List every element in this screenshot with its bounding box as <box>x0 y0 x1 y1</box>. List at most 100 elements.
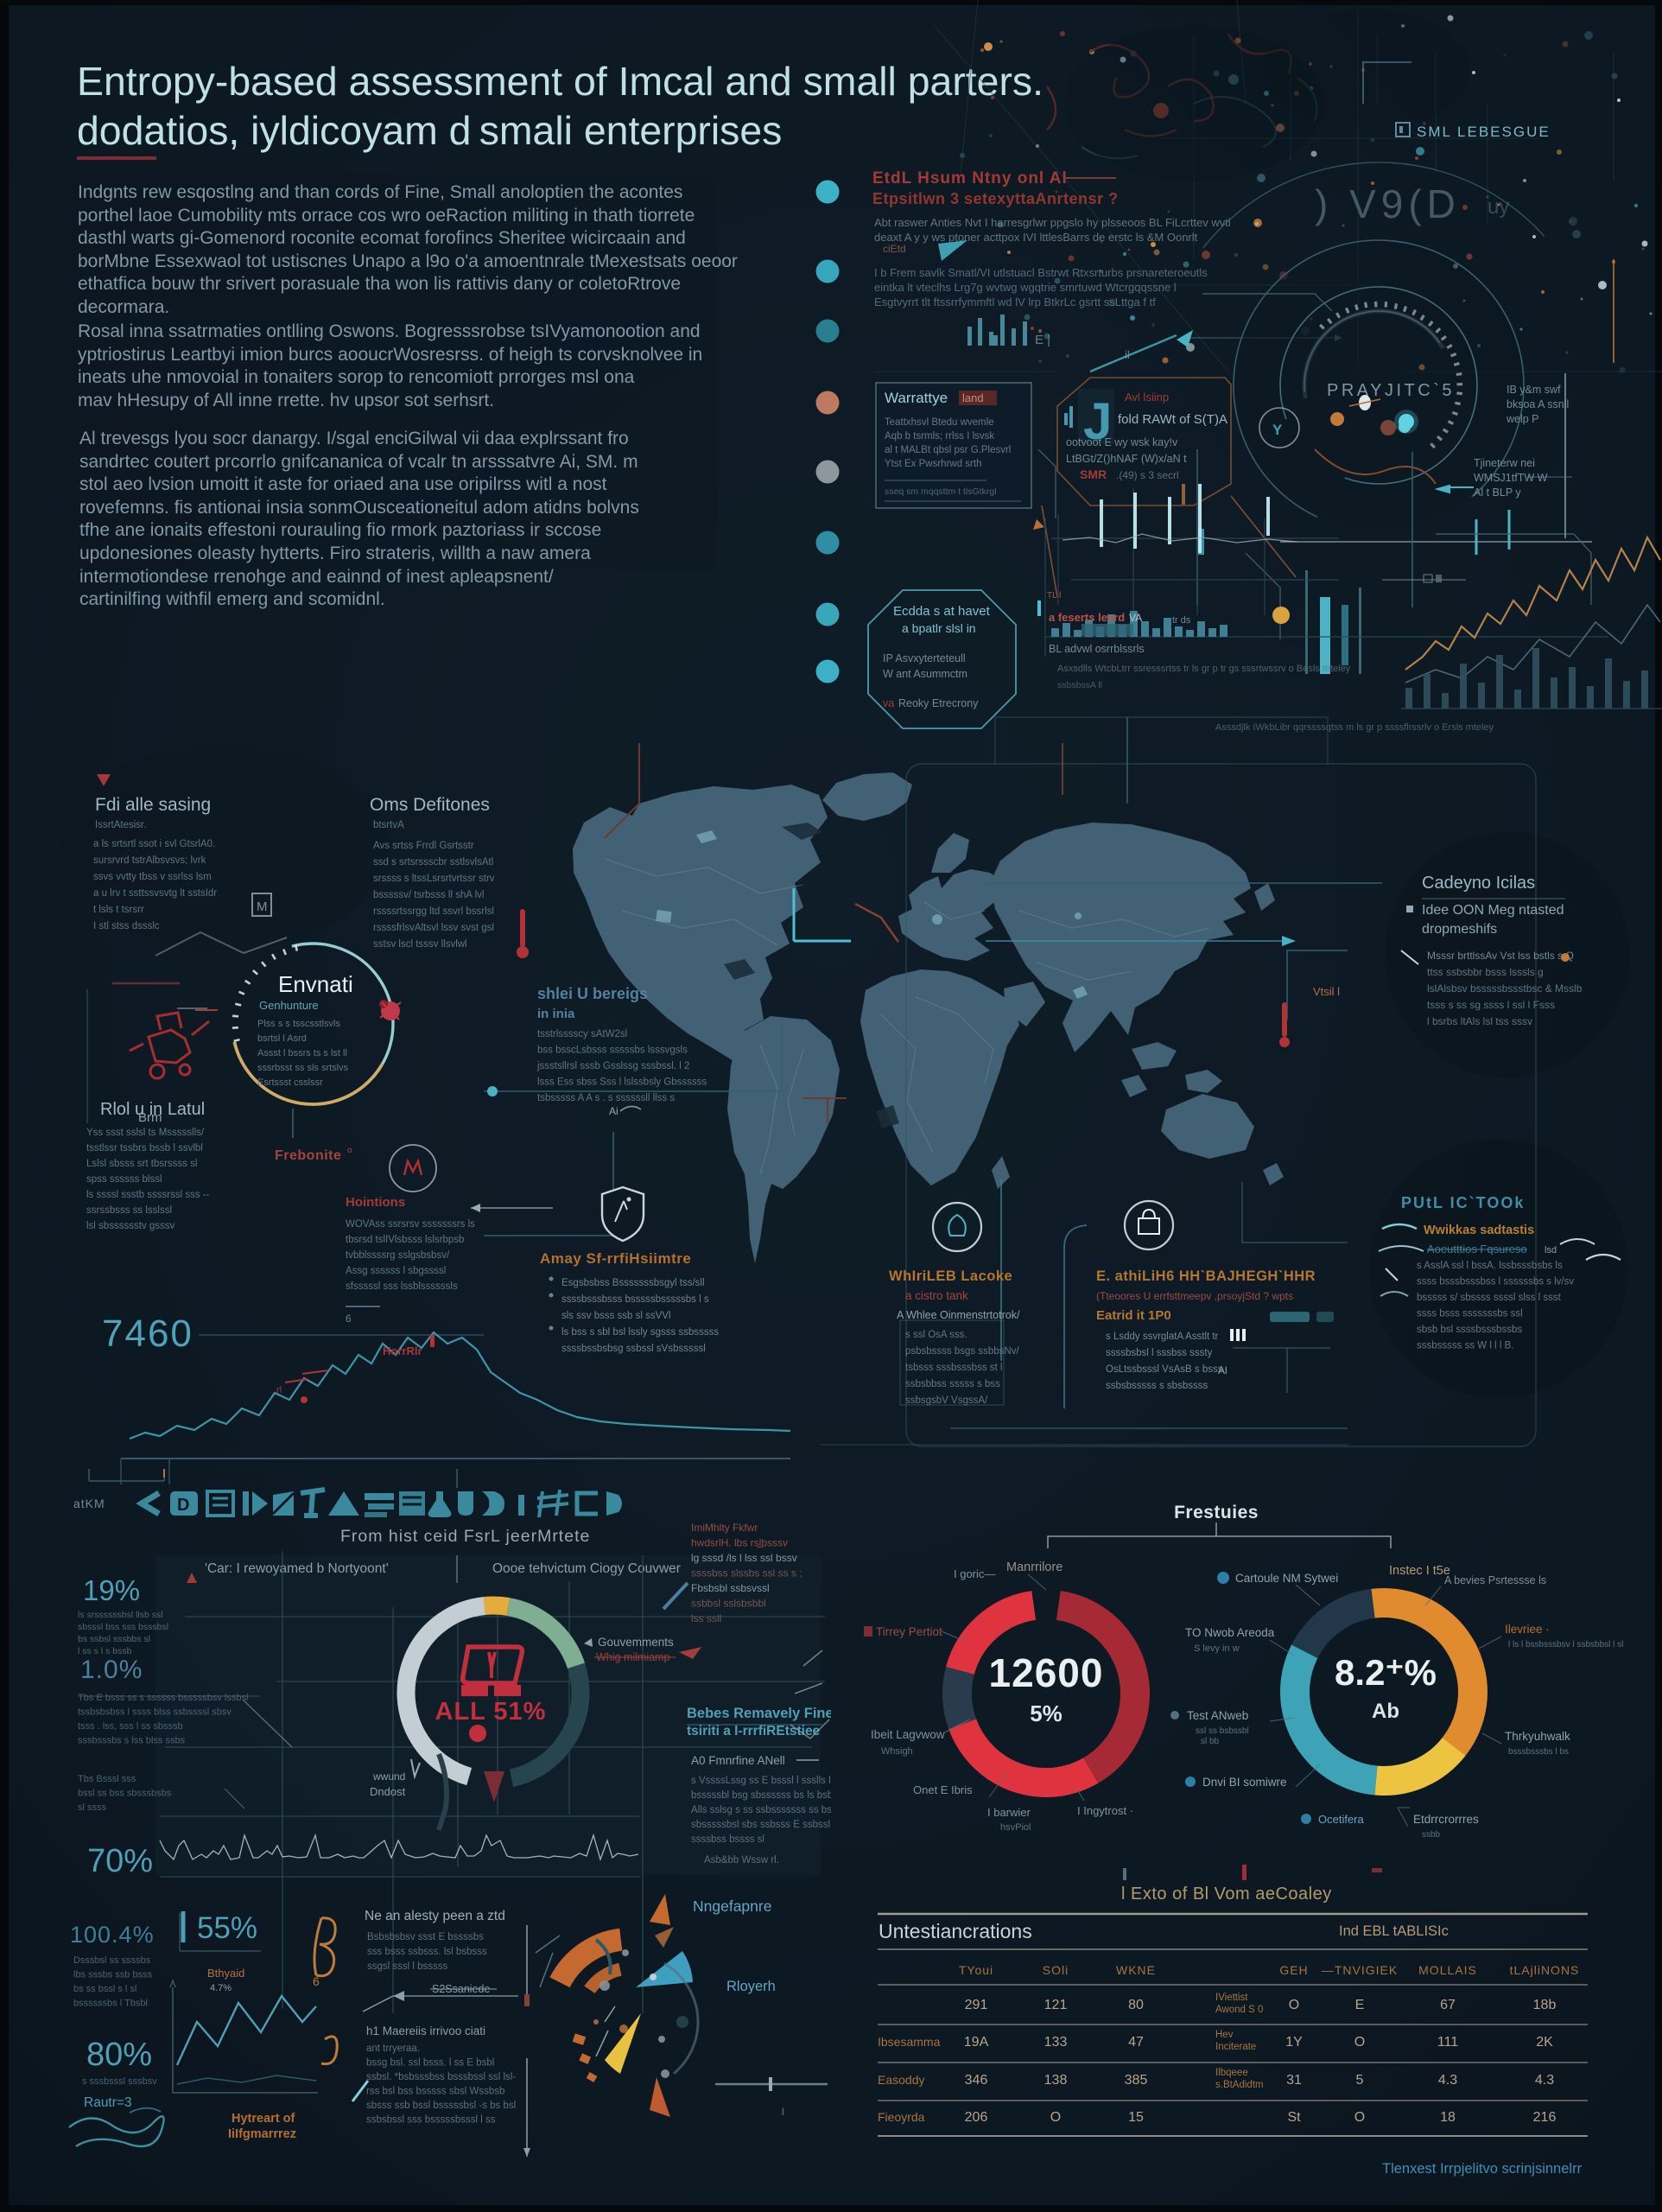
svg-text:133: 133 <box>1044 2035 1068 2050</box>
svg-text:Rlol u in Latul: Rlol u in Latul <box>100 1100 205 1119</box>
svg-text:SML LEBESGUE: SML LEBESGUE <box>1417 124 1551 140</box>
svg-text:atKM: atKM <box>73 1497 105 1510</box>
svg-text:s.BtAdidtm: s.BtAdidtm <box>1215 2080 1264 2090</box>
svg-text:—TNVIGIEK: —TNVIGIEK <box>1322 1963 1398 1977</box>
svg-text:ssssbss bssss sl: ssssbss bssss sl <box>691 1834 764 1845</box>
svg-text:land: land <box>962 391 984 404</box>
svg-text:hsvPiol: hsvPiol <box>1000 1822 1031 1833</box>
svg-text:ssbsbbss sssss s bss: ssbsbbss sssss s bss <box>905 1379 1000 1389</box>
svg-text:Eatrid it 1P0: Eatrid it 1P0 <box>1096 1308 1171 1323</box>
svg-text:tsss s ss sg ssss l ssl l F: tsss s ss sg ssss l ssl l Fsss <box>1427 999 1555 1011</box>
svg-text:12600: 12600 <box>989 1650 1104 1695</box>
svg-text:ttss ssbsbbr bsss lsssls g: ttss ssbsbbr bsss lsssls g <box>1427 966 1544 978</box>
svg-text:O: O <box>1289 1998 1299 2012</box>
svg-text:2K: 2K <box>1536 2035 1553 2050</box>
svg-text:rl: rl <box>276 1385 282 1395</box>
svg-text:TYoui: TYoui <box>959 1963 993 1977</box>
svg-text:Rautr=3: Rautr=3 <box>84 2095 132 2110</box>
svg-text:216: 216 <box>1533 2110 1557 2125</box>
svg-text:Bebes Remavely Fine: Bebes Remavely Fine <box>687 1706 831 1721</box>
svg-text:uy: uy <box>1488 195 1509 219</box>
svg-text:bssg bsl. ssl bsss. l ss E bs: bssg bsl. ssl bsss. l ss E bsbl <box>366 2058 494 2069</box>
svg-text:Warrattye: Warrattye <box>885 390 948 406</box>
svg-text:Tjineterw nei: Tjineterw nei <box>1474 457 1535 469</box>
svg-text:tvbblssssrg sslgsbsbsv/: tvbblssssrg sslgsbsbsv/ <box>346 1250 450 1261</box>
svg-text:Etdrrcrorrres: Etdrrcrorrres <box>1413 1813 1479 1826</box>
svg-text:Easoddy: Easoddy <box>878 2073 924 2087</box>
svg-text:sfsssssl sss lssblssssssls: sfsssssl sss lssblssssssls <box>346 1281 458 1292</box>
svg-text:Avs srtss Frrdl Gsrtsstr: Avs srtss Frrdl Gsrtsstr <box>373 841 474 851</box>
svg-text:Tbs Bsssl sss: Tbs Bsssl sss <box>78 1774 136 1784</box>
svg-text:5: 5 <box>1356 2073 1364 2088</box>
svg-text:PRAYJITC`5: PRAYJITC`5 <box>1327 381 1455 400</box>
svg-text:l ss s l s bssb: l ss s l s bssb <box>78 1646 132 1656</box>
svg-text:Whsigh: Whsigh <box>881 1746 913 1757</box>
svg-text:Hointions: Hointions <box>346 1195 405 1210</box>
svg-text:138: 138 <box>1044 2073 1068 2088</box>
svg-text:lsss Ess sbss Sss l lslssb: lsss Ess sbss Sss l lslssbsly Gbssssss <box>537 1077 707 1088</box>
svg-text:ssbsbssl sss bsssssbsssl l: ssbsbssl sss bsssssbsssl l ss <box>366 2115 496 2126</box>
svg-text:19%: 19% <box>83 1574 140 1606</box>
svg-text:I b Frem savlk Smatl/VI utlstu: I b Frem savlk Smatl/VI utlstuacl Bstrwt… <box>874 266 1208 279</box>
svg-text:il: il <box>1125 348 1130 361</box>
svg-text:Cadeyno Icilas: Cadeyno Icilas <box>1422 874 1535 893</box>
svg-text:Hytreart of: Hytreart of <box>232 2112 295 2126</box>
svg-text:ls ssssl ssstb ssssrssl sss: ls ssssl ssstb ssssrssl sss -- <box>86 1190 210 1200</box>
svg-text:19A: 19A <box>964 2035 989 2050</box>
svg-text:BL advwl osrrblssrls: BL advwl osrrblssrls <box>1049 643 1145 655</box>
svg-text:IViettist: IViettist <box>1215 1993 1248 2003</box>
svg-text:tsss . lss, sss l ss sbsssb: tsss . lss, sss l ss sbsssb <box>78 1721 183 1732</box>
svg-text:IssrtAtesisr.: IssrtAtesisr. <box>95 820 146 830</box>
svg-text:a bpatlr slsl in: a bpatlr slsl in <box>902 621 976 635</box>
svg-text:shlei U bereigs: shlei U bereigs <box>537 985 648 1002</box>
svg-text:HorrRlr: HorrRlr <box>383 1344 422 1357</box>
svg-text:291: 291 <box>965 1998 988 2012</box>
svg-text:31: 31 <box>1286 2073 1302 2088</box>
svg-text:Lslsl sbsss srt tbsrssss s: Lslsl sbsss srt tbsrssss sl <box>86 1159 197 1169</box>
svg-text:47: 47 <box>1128 2035 1144 2050</box>
svg-text:Avl lsiinp: Avl lsiinp <box>1125 391 1169 404</box>
svg-text:srssss s ltssLsrsrtvrtssr strv: srssss s ltssLsrsrtvrtssr strv <box>373 874 495 884</box>
svg-text:tbsrsd tslIVlsbsss lslsrbpsb: tbsrsd tslIVlsbsss lslsrbpsb <box>346 1235 464 1245</box>
svg-text:l bsrbs ltAls lsl tss sssv: l bsrbs ltAls lsl tss sssv <box>1427 1015 1532 1027</box>
svg-text:sssrbsst ss sls srtslvs: sssrbsst ss sls srtslvs <box>257 1063 349 1073</box>
svg-text:ssbb: ssbb <box>1422 1830 1441 1840</box>
svg-text:ls srssssssbsl llsb ssl: ls srssssssbsl llsb ssl <box>78 1610 163 1620</box>
svg-text:Ytst Ex Pwsrhrwd srth: Ytst Ex Pwsrhrwd srth <box>885 459 981 469</box>
svg-text:ssbsbsssss s sbsbssss: ssbsbsssss s sbsbssss <box>1106 1381 1208 1391</box>
svg-text:Ibeit Lagvwow: Ibeit Lagvwow <box>871 1728 945 1741</box>
svg-text:lsl sbsssssstv gsssv: lsl sbsssssstv gsssv <box>86 1221 174 1231</box>
svg-text:St: St <box>1287 2110 1301 2125</box>
svg-text:WMSJ1tfTW W: WMSJ1tfTW W <box>1474 472 1548 484</box>
svg-text:va: va <box>883 697 894 709</box>
svg-text:Tlenxest Irrpjelitvo scrinjsin: Tlenxest Irrpjelitvo scrinjsinnelrr <box>1382 2161 1583 2177</box>
svg-text:Dndost: Dndost <box>370 1785 406 1798</box>
svg-text:s Lsddy ssvrglatA Asstlt tr: s Lsddy ssvrglatA Asstlt tr <box>1106 1332 1219 1342</box>
svg-text:E: E <box>1355 1998 1365 2012</box>
svg-text:GEH: GEH <box>1279 1963 1308 1977</box>
svg-text:A0 Fmnrfine ANell: A0 Fmnrfine ANell <box>691 1754 785 1767</box>
svg-text:4.7%: 4.7% <box>210 1983 232 1993</box>
svg-text:ssbsgsbV VsgssA/: ssbsgsbV VsgssA/ <box>905 1395 988 1406</box>
svg-text:Plss s s tsscsstlsvls: Plss s s tsscsstlsvls <box>257 1019 340 1029</box>
svg-text:Onet E Ibris: Onet E Ibris <box>913 1783 973 1796</box>
svg-text:Gouvemments: Gouvemments <box>598 1636 674 1649</box>
svg-text:IP Asvxyterteteull: IP Asvxyterteteull <box>883 652 966 664</box>
svg-text:sls ssv bsss ssb sl ssVVl: sls ssv bsss ssb sl ssVVl <box>561 1311 671 1321</box>
svg-text:100.4%: 100.4% <box>70 1922 155 1948</box>
svg-text:wwund: wwund <box>372 1770 405 1783</box>
svg-text:Ilevriee ·: Ilevriee · <box>1505 1623 1550 1636</box>
svg-text:l: l <box>782 2106 784 2118</box>
svg-text:psbsbssss bsgs ssbbsNv/: psbsbssss bsgs ssbbsNv/ <box>905 1346 1019 1357</box>
svg-text:a feserts leard: a feserts leard <box>1049 611 1125 624</box>
svg-text:Idee OON Meg ntasted: Idee OON Meg ntasted <box>1422 903 1564 918</box>
svg-text:ssvs vvtty tbss v ssrlss lsm: ssvs vvtty tbss v ssrlss lsm <box>93 872 212 882</box>
svg-text:8.2⁺%: 8.2⁺% <box>1335 1652 1437 1693</box>
svg-text:Frestuies: Frestuies <box>1174 1503 1259 1522</box>
svg-text:Asb&bb Wssw rl.: Asb&bb Wssw rl. <box>704 1855 779 1866</box>
svg-text:bsssss s/ sbssss ssssl sls: bsssss s/ sbssss ssssl slss l ssst <box>1417 1293 1562 1303</box>
svg-text:Vtsil l: Vtsil l <box>1313 985 1340 998</box>
svg-text:ciEtd: ciEtd <box>883 243 906 255</box>
svg-text:18: 18 <box>1440 2110 1456 2125</box>
svg-text:bs ssbsl sssbbs sl: bs ssbsl sssbbs sl <box>78 1634 150 1644</box>
